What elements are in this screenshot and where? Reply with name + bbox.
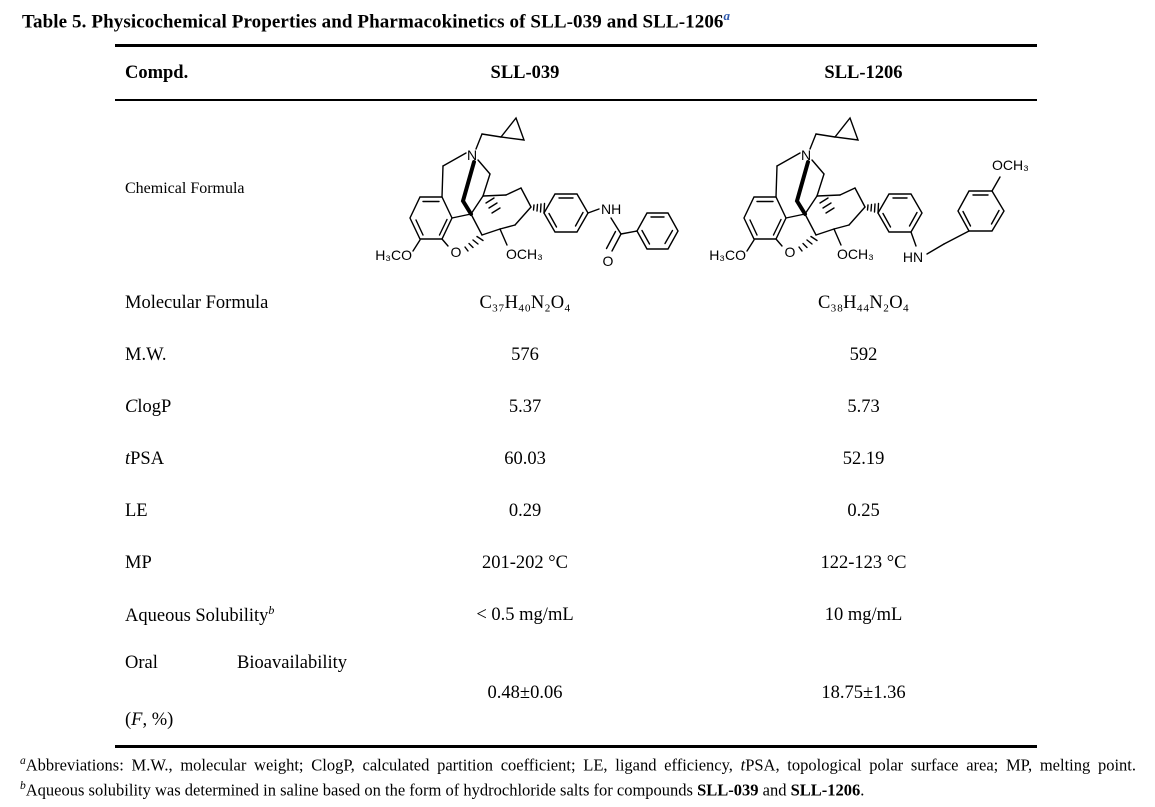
header-compound: Compd. — [125, 62, 189, 83]
row-label-clogp: ClogP — [115, 397, 360, 418]
molecular-formula-sll1206: C₃₈H₄₄N₂O₄ — [817, 292, 910, 313]
mw-sll1206: 592 — [849, 344, 878, 365]
oral-word: Oral — [125, 653, 158, 673]
table-title-text: Table 5. Physicochemical Properties and … — [22, 11, 724, 33]
table-row: tPSA 60.03 52.19 — [115, 433, 1037, 485]
table-row: MP 201-202 °C 122-123 °C — [115, 537, 1037, 589]
title-footnote-ref[interactable]: a — [723, 8, 731, 23]
tpsa-italic-t: t — [125, 448, 131, 469]
tpsa-rest: PSA — [130, 448, 165, 469]
sll1206-pmb-och3-label: OCH₃ — [992, 157, 1029, 173]
cyclopropyl-ring — [833, 116, 859, 141]
tpsa-sll039: 60.03 — [504, 448, 546, 469]
table-row: Aqueous Solubilityb < 0.5 mg/mL 10 mg/mL — [115, 589, 1037, 641]
clogp-rest: logP — [137, 396, 172, 417]
sll1206-structure: H₃CO O N — [709, 116, 1029, 265]
f-italic: F — [131, 710, 143, 730]
row-label-mp: MP — [125, 552, 152, 573]
table-bottom-rule — [115, 745, 1037, 748]
stereo-hash-aryl — [866, 202, 879, 214]
table-footnote: aAbbreviations: M.W., molecular weight; … — [20, 751, 1136, 801]
row-label-molecular-formula: Molecular Formula — [125, 292, 269, 313]
clogp-sll039: 5.37 — [508, 396, 542, 417]
footnote-text: . — [860, 780, 865, 800]
header-sll039: SLL-039 — [490, 62, 560, 83]
sll039-ring-o-label: O — [451, 244, 462, 260]
clogp-sll1206: 5.73 — [847, 396, 880, 417]
solubility-sll039: < 0.5 mg/mL — [476, 604, 574, 625]
solubility-sll1206: 10 mg/mL — [824, 604, 903, 625]
row-label-le: LE — [125, 500, 148, 521]
sll1206-structure-cell: H₃CO O N — [690, 102, 1037, 276]
row-label-aqueous-solubility: Aqueous Solubilityb — [115, 603, 360, 627]
table-header-rule — [115, 99, 1037, 101]
footnote-italic-t: t — [740, 755, 746, 775]
le-sll1206: 0.25 — [847, 500, 880, 521]
footnote-b-marker: b — [20, 780, 26, 792]
stereo-hash-bridge — [818, 197, 835, 214]
row-label-chemical-formula: Chemical Formula — [125, 180, 245, 197]
sll039-h3co-label: H₃CO — [375, 247, 412, 263]
stereo-hash-o-bond — [464, 235, 484, 252]
row-label-tpsa: tPSA — [115, 449, 360, 470]
bioavailability-sll039: 0.48±0.06 — [487, 682, 563, 703]
table-top-rule — [115, 44, 1037, 47]
f-close-paren: , %) — [142, 710, 174, 730]
mp-sll039: 201-202 °C — [481, 552, 569, 573]
sll039-carbonyl-o-label: O — [603, 253, 614, 269]
footnote-text: Aqueous solubility was determined in sal… — [25, 780, 698, 800]
table-row: LE 0.29 0.25 — [115, 485, 1037, 537]
table: Compd. SLL-039 SLL-1206 Chemical Formula… — [115, 44, 1037, 748]
sll1206-och3-label: OCH₃ — [837, 246, 874, 262]
chemical-formula-row: Chemical Formula H₃CO O — [115, 101, 1037, 277]
sll039-nh-label: NH — [601, 201, 621, 217]
stereo-hash-bridge — [485, 197, 501, 214]
table-row: Oral Bioavailability (F, %) 0.48±0.06 18… — [115, 641, 1037, 745]
table-title: Table 5. Physicochemical Properties and … — [22, 8, 730, 33]
table-row: Molecular Formula C₃₇H₄₀N₂O₄ C₃₈H₄₄N₂O₄ — [115, 277, 1037, 329]
table-row: M.W. 576 592 — [115, 329, 1037, 381]
aqueous-solubility-text: Aqueous Solubility — [125, 606, 269, 627]
aqueous-solubility-footnote-ref: b — [268, 602, 275, 617]
clogp-italic-c: C — [125, 396, 138, 417]
footnote-text: and — [758, 780, 791, 800]
tpsa-sll1206: 52.19 — [842, 448, 885, 469]
bioavailability-sll1206: 18.75±1.36 — [821, 682, 906, 703]
sll039-n-label: N — [467, 147, 477, 163]
footnote-sll1206-bold: SLL-1206 — [790, 780, 861, 800]
footnote-a-marker: a — [20, 755, 26, 767]
table-header-row: Compd. SLL-039 SLL-1206 — [115, 47, 1037, 99]
bioavailability-word: Bioavailability — [237, 653, 347, 673]
cyclopropyl-ring — [499, 116, 526, 141]
stereo-hash-aryl — [532, 202, 546, 214]
footnote-text: Abbreviations: M.W., molecular weight; C… — [25, 755, 741, 775]
footnote-text: PSA, topological polar surface area; MP,… — [745, 755, 1136, 775]
sll1206-hn-label: HN — [902, 249, 922, 265]
stereo-hash-o-bond — [797, 235, 818, 252]
table-row: ClogP 5.37 5.73 — [115, 381, 1037, 433]
mp-sll1206: 122-123 °C — [820, 552, 907, 573]
sll039-structure: H₃CO O N — [375, 116, 679, 269]
header-sll1206: SLL-1206 — [824, 62, 903, 83]
le-sll039: 0.29 — [508, 500, 542, 521]
sll1206-ring-o-label: O — [784, 244, 795, 260]
row-label-oral-bioavailability: Oral Bioavailability (F, %) — [115, 641, 360, 745]
mw-sll039: 576 — [511, 344, 539, 365]
row-label-mw: M.W. — [125, 344, 167, 365]
molecular-formula-sll039: C₃₇H₄₀N₂O₄ — [479, 292, 571, 313]
f-open-paren: ( — [125, 710, 132, 730]
footnote-sll039-bold: SLL-039 — [697, 780, 759, 800]
sll039-och3-label: OCH₃ — [506, 246, 543, 262]
sll1206-n-label: N — [800, 147, 810, 163]
sll039-structure-cell: H₃CO O N — [360, 102, 690, 276]
sll1206-h3co-label: H₃CO — [709, 247, 746, 263]
